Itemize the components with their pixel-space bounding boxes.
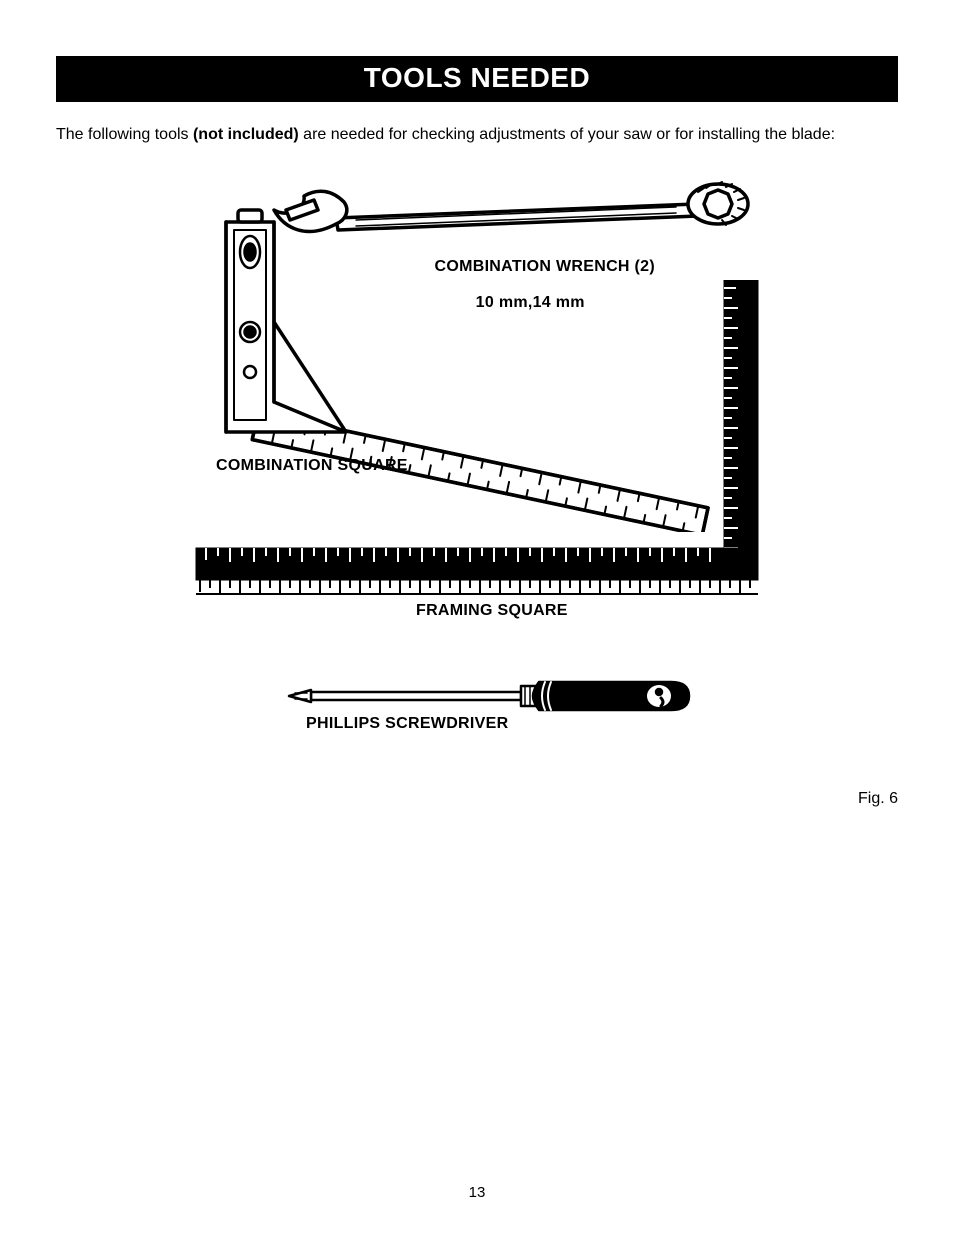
intro-prefix: The following tools bbox=[56, 126, 193, 143]
framing-square-label: FRAMING SQUARE bbox=[416, 602, 568, 620]
intro-text: The following tools (not included) are n… bbox=[56, 126, 898, 144]
section-banner: TOOLS NEEDED bbox=[56, 56, 898, 102]
screwdriver-label: PHILLIPS SCREWDRIVER bbox=[306, 715, 508, 733]
framing-square-icon bbox=[176, 280, 766, 620]
intro-bold: (not included) bbox=[193, 126, 299, 143]
tools-figure: COMBINATION WRENCH (2) 10 mm,14 mm bbox=[56, 162, 898, 802]
page-number: 13 bbox=[0, 1184, 954, 1201]
intro-suffix: are needed for checking adjustments of y… bbox=[299, 126, 835, 143]
figure-caption: Fig. 6 bbox=[858, 790, 898, 808]
